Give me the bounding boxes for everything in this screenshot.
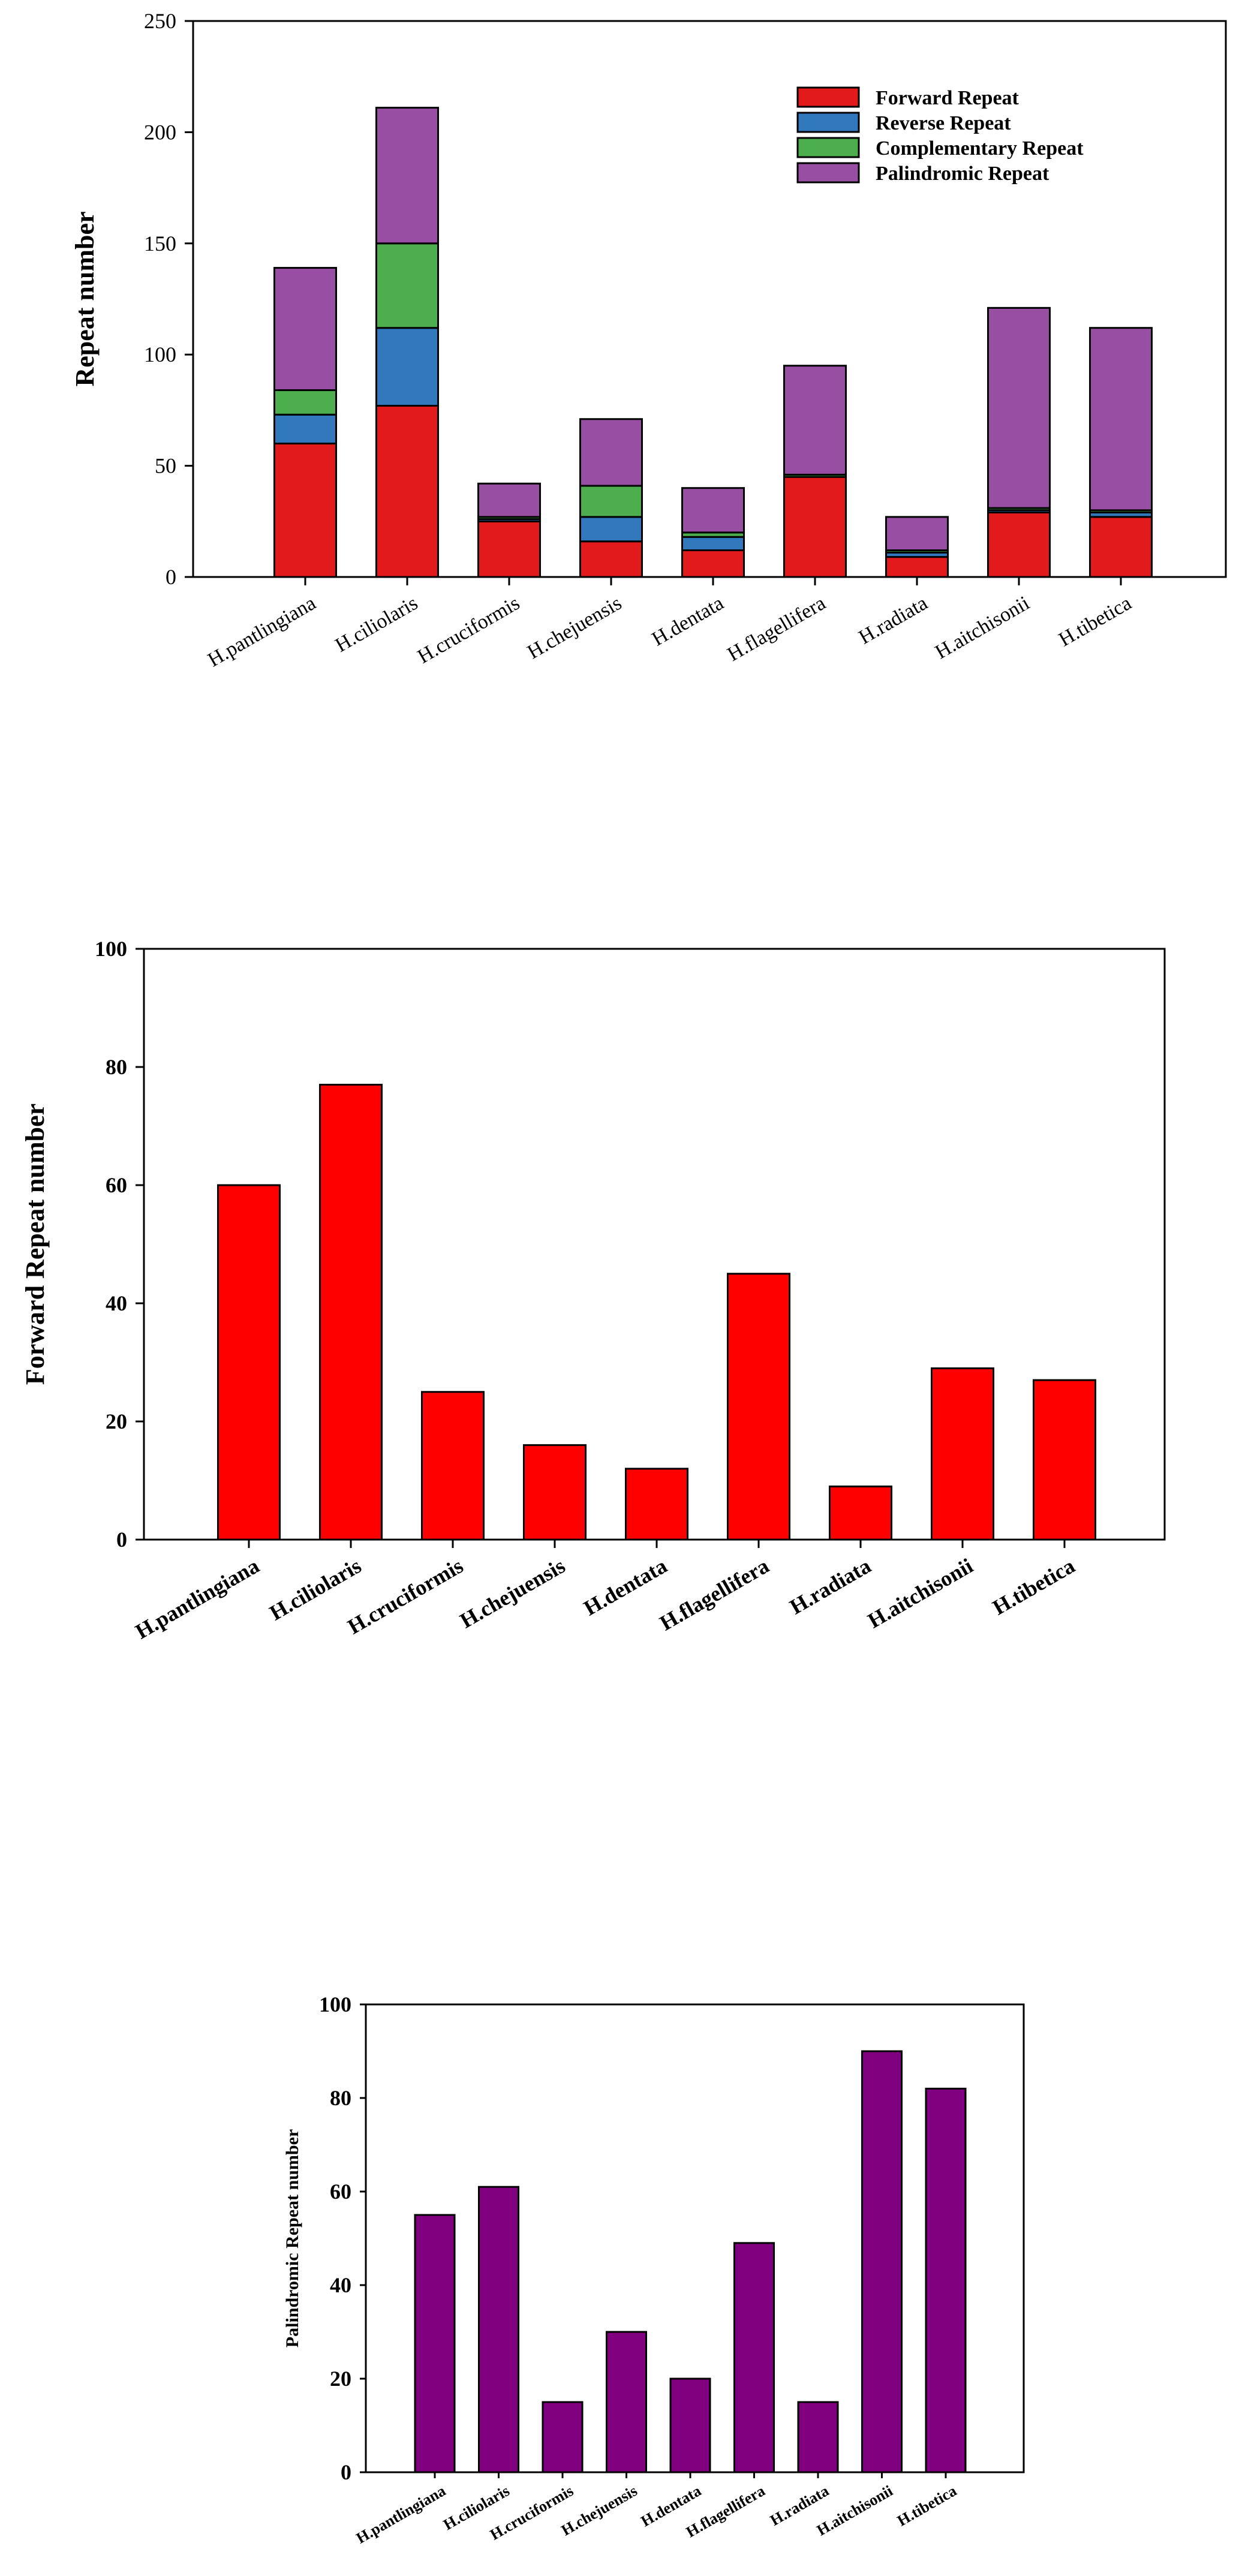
bar-palindromic-repeat-h-chejuensis bbox=[579, 418, 643, 487]
stacked-repeat-chart: 0 50 100 150 200 250 H.pantlingiana H.ciliolari… bbox=[70, 9, 1227, 672]
x-tick-label-h-flagellifera: H.flagellifera bbox=[724, 592, 829, 666]
bar-series-h-ciliolaris bbox=[319, 1084, 383, 1541]
bar-series-h-cruciformis bbox=[542, 2401, 584, 2473]
legend-swatch-complementary-repeat bbox=[796, 137, 860, 158]
y-tick-label: 20 bbox=[106, 1409, 127, 1433]
legend-swatch-forward-repeat bbox=[796, 86, 860, 108]
bar-series-h-dentata bbox=[625, 1468, 688, 1541]
x-tick-label-h-tibetica: H.tibetica bbox=[894, 2482, 960, 2530]
plot-frame bbox=[365, 2003, 1025, 2473]
bar-reverse-repeat-h-dentata bbox=[681, 536, 745, 552]
bar-palindromic-repeat-h-ciliolaris bbox=[375, 107, 439, 245]
legend-label-palindromic-repeat: Palindromic Repeat bbox=[876, 163, 1049, 185]
bar-complementary-repeat-h-pantlingiana bbox=[273, 389, 337, 416]
bar-series-h-dentata bbox=[669, 2377, 711, 2473]
x-tick-label-h-chejuensis: H.chejuensis bbox=[524, 592, 625, 663]
legend: Forward Repeat Reverse Repeat Complementar… bbox=[796, 86, 1084, 185]
bar-reverse-repeat-h-ciliolaris bbox=[375, 327, 439, 407]
bar-palindromic-repeat-h-tibetica bbox=[1089, 327, 1153, 512]
x-tick-label-h-cruciformis: H.cruciformis bbox=[414, 592, 524, 668]
x-tick-label-h-radiata: H.radiata bbox=[855, 592, 931, 649]
x-tick-label-h-aitchisonii: H.aitchisonii bbox=[864, 1553, 977, 1633]
x-tick-label-h-pantlingiana: H.pantlingiana bbox=[204, 592, 320, 672]
y-tick-label: 250 bbox=[144, 9, 176, 33]
y-tick-label: 50 bbox=[155, 454, 176, 478]
bar-forward-repeat-h-tibetica bbox=[1089, 516, 1153, 578]
bar-series-h-pantlingiana bbox=[217, 1184, 281, 1541]
y-tick-label: 40 bbox=[330, 2273, 351, 2297]
x-tick-label-h-tibetica: H.tibetica bbox=[1055, 592, 1135, 651]
bar-series-h-radiata bbox=[829, 1485, 892, 1541]
y-tick-label: 80 bbox=[330, 2086, 351, 2110]
x-tick-label-h-aitchisonii: H.aitchisonii bbox=[931, 592, 1033, 663]
y-tick-label: 150 bbox=[144, 232, 176, 256]
bar-reverse-repeat-h-pantlingiana bbox=[273, 413, 337, 445]
plot-frame bbox=[143, 948, 1166, 1541]
y-tick-label: 100 bbox=[144, 342, 176, 366]
x-tick-label-h-tibetica: H.tibetica bbox=[988, 1553, 1079, 1619]
bar-forward-repeat-h-cruciformis bbox=[477, 520, 541, 578]
x-tick-label-h-ciliolaris: H.ciliolaris bbox=[332, 592, 422, 657]
y-axis-label: Forward Repeat number bbox=[20, 1104, 50, 1385]
y-tick-label: 200 bbox=[144, 120, 176, 144]
bar-palindromic-repeat-h-radiata bbox=[885, 516, 949, 552]
y-tick-label: 40 bbox=[106, 1291, 127, 1315]
bar-series-h-radiata bbox=[797, 2401, 839, 2473]
bar-series-h-tibetica bbox=[1033, 1379, 1096, 1541]
legend-swatch-palindromic-repeat bbox=[796, 162, 860, 184]
y-tick-label: 0 bbox=[341, 2460, 351, 2484]
bar-reverse-repeat-h-chejuensis bbox=[579, 516, 643, 543]
bar-forward-repeat-h-pantlingiana bbox=[273, 443, 337, 578]
y-axis-label: Repeat number bbox=[70, 211, 100, 386]
x-tick-label-h-pantlingiana: H.pantlingiana bbox=[353, 2482, 449, 2547]
bar-series-h-tibetica bbox=[925, 2087, 967, 2473]
bar-forward-repeat-h-aitchisonii bbox=[987, 511, 1051, 578]
bar-series-h-aitchisonii bbox=[931, 1367, 994, 1541]
y-tick-label: 0 bbox=[116, 1528, 127, 1552]
bar-series-h-chejuensis bbox=[523, 1444, 587, 1541]
y-tick-label: 100 bbox=[95, 937, 127, 961]
legend-swatch-reverse-repeat bbox=[796, 112, 860, 133]
x-tick-label-h-radiata: H.radiata bbox=[786, 1553, 875, 1619]
legend-label-complementary-repeat: Complementary Repeat bbox=[876, 137, 1084, 160]
bar-series-h-ciliolaris bbox=[478, 2186, 519, 2473]
bar-forward-repeat-h-ciliolaris bbox=[375, 404, 439, 578]
y-axis-label: Palindromic Repeat number bbox=[282, 2129, 302, 2347]
bar-complementary-repeat-h-ciliolaris bbox=[375, 242, 439, 329]
palindromic-repeat-chart: 020406080100H.pantlingianaH.ciliolarisH.… bbox=[282, 1992, 1025, 2547]
x-tick-label-h-dentata: H.dentata bbox=[648, 592, 727, 651]
bar-series-h-chejuensis bbox=[606, 2331, 647, 2473]
bar-series-h-aitchisonii bbox=[861, 2050, 903, 2473]
bar-forward-repeat-h-radiata bbox=[885, 556, 949, 578]
bar-palindromic-repeat-h-dentata bbox=[681, 487, 745, 534]
bar-series-h-flagellifera bbox=[733, 2242, 775, 2473]
bar-forward-repeat-h-flagellifera bbox=[783, 476, 847, 578]
y-tick-label: 100 bbox=[319, 1992, 351, 2016]
legend-label-reverse-repeat: Reverse Repeat bbox=[876, 112, 1011, 134]
y-tick-label: 80 bbox=[106, 1055, 127, 1079]
x-tick-label-h-pantlingiana: H.pantlingiana bbox=[131, 1553, 263, 1643]
y-tick-label: 0 bbox=[166, 565, 176, 589]
bar-series-h-cruciformis bbox=[421, 1391, 485, 1541]
y-tick-label: 60 bbox=[330, 2180, 351, 2204]
bar-forward-repeat-h-dentata bbox=[681, 549, 745, 578]
legend-label-forward-repeat: Forward Repeat bbox=[876, 87, 1020, 109]
bar-palindromic-repeat-h-aitchisonii bbox=[987, 306, 1051, 509]
x-tick-label-h-dentata: H.dentata bbox=[579, 1553, 671, 1620]
bar-forward-repeat-h-chejuensis bbox=[579, 540, 643, 578]
y-tick-label: 60 bbox=[106, 1173, 127, 1197]
plot-frame bbox=[192, 20, 1227, 578]
bar-palindromic-repeat-h-flagellifera bbox=[783, 365, 847, 476]
bar-complementary-repeat-h-chejuensis bbox=[579, 485, 643, 518]
bar-palindromic-repeat-h-pantlingiana bbox=[273, 267, 337, 392]
bar-series-h-pantlingiana bbox=[414, 2214, 456, 2473]
x-tick-label-h-chejuensis: H.chejuensis bbox=[456, 1553, 569, 1633]
x-tick-label-h-cruciformis: H.cruciformis bbox=[344, 1553, 467, 1639]
bar-series-h-flagellifera bbox=[727, 1273, 790, 1541]
bar-palindromic-repeat-h-cruciformis bbox=[477, 482, 541, 518]
y-tick-label: 20 bbox=[330, 2367, 351, 2391]
x-tick-label-h-flagellifera: H.flagellifera bbox=[655, 1553, 773, 1635]
